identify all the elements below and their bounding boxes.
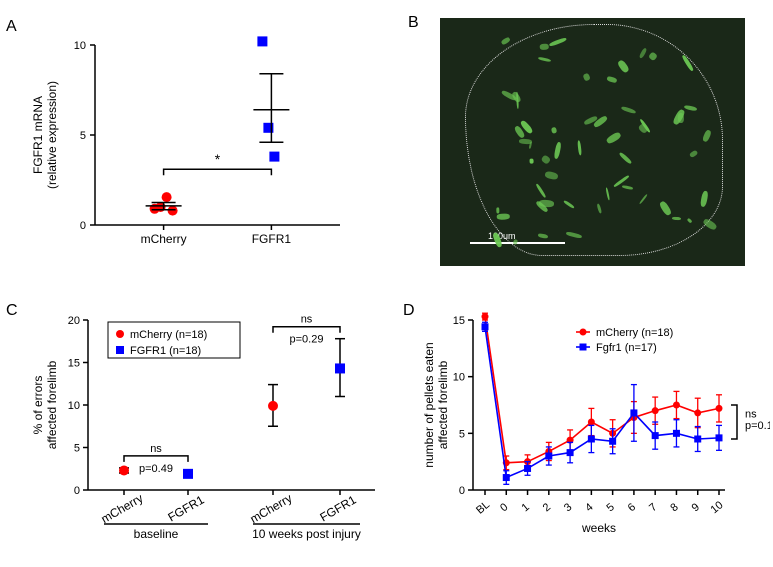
svg-text:baseline: baseline [134,527,179,541]
svg-text:FGFR1: FGFR1 [165,492,206,524]
svg-text:8: 8 [668,501,680,514]
svg-text:15: 15 [453,315,465,327]
svg-text:10: 10 [68,400,80,412]
svg-text:10: 10 [709,499,726,516]
svg-text:10: 10 [453,372,465,384]
svg-text:mCherry (n=18): mCherry (n=18) [596,327,673,339]
svg-text:10 weeks post injury: 10 weeks post injury [252,527,361,541]
svg-text:0: 0 [459,485,465,497]
svg-text:5: 5 [74,443,80,455]
svg-text:FGFR1: FGFR1 [317,492,358,524]
svg-text:p=0.14: p=0.14 [745,420,770,432]
svg-text:4: 4 [583,501,595,514]
svg-text:BL: BL [474,499,492,517]
svg-text:0: 0 [80,220,86,232]
svg-text:FGFR1: FGFR1 [252,232,292,246]
panel-c-label: C [6,302,18,320]
svg-text:p=0.49: p=0.49 [139,463,173,475]
svg-text:p=0.29: p=0.29 [290,334,324,346]
svg-text:7: 7 [647,501,659,514]
svg-text:mCherry: mCherry [248,491,295,526]
svg-text:mCherry (n=18): mCherry (n=18) [130,329,207,341]
svg-text:ns: ns [150,443,162,455]
svg-text:mCherry: mCherry [99,491,146,526]
svg-text:affected forelimb: affected forelimb [436,360,450,449]
chart-c: 0 5 10 15 20 % of errorsaffected forelimb mChe… [20,310,390,560]
svg-text:0: 0 [74,485,80,497]
svg-text:Fgfr1 (n=17): Fgfr1 (n=17) [596,342,657,354]
chart-d: 051015number of pellets eatenaffected fo… [415,310,770,560]
svg-text:(relative expression): (relative expression) [45,81,59,189]
svg-text:5: 5 [459,428,465,440]
svg-text:affected forelimb: affected forelimb [45,360,59,449]
svg-text:FGFR1 mRNA: FGFR1 mRNA [31,96,45,174]
svg-text:ns: ns [301,314,313,326]
svg-text:20: 20 [68,315,80,327]
svg-text:6: 6 [626,501,638,514]
micrograph-image: 100um [440,18,745,266]
panel-b-label: B [408,14,419,32]
scale-bar [470,242,565,244]
panel-a-label: A [6,18,17,36]
svg-text:1: 1 [519,501,531,514]
panel-d-label: D [403,302,415,320]
svg-text:0: 0 [498,501,510,514]
svg-text:15: 15 [68,358,80,370]
svg-text:mCherry: mCherry [141,232,187,246]
svg-text:9: 9 [690,501,702,514]
svg-text:% of errors: % of errors [31,376,45,435]
svg-text:3: 3 [562,501,574,514]
svg-text:weeks: weeks [581,521,616,535]
svg-text:*: * [215,151,221,167]
svg-text:10: 10 [74,40,86,52]
svg-text:number of pellets eaten: number of pellets eaten [422,342,436,467]
svg-text:2: 2 [541,501,553,514]
chart-a: 0 5 10 FGFR1 mRNA(relative expression) mCher… [20,30,355,260]
svg-text:5: 5 [80,130,86,142]
svg-text:ns: ns [745,408,757,420]
svg-text:FGFR1 (n=18): FGFR1 (n=18) [130,345,201,357]
svg-text:5: 5 [605,501,617,514]
